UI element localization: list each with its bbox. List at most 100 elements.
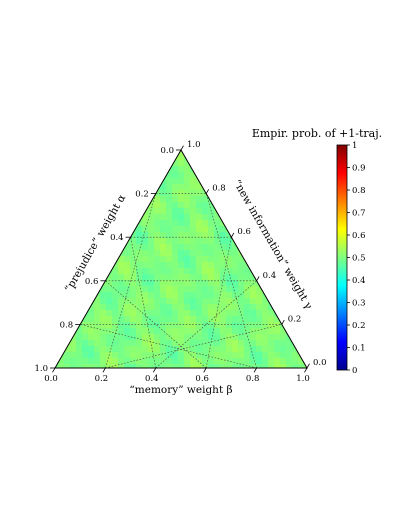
field-cell (256, 286, 263, 293)
field-cell (274, 304, 281, 311)
field-cell (184, 274, 191, 281)
field-cell (82, 286, 89, 293)
field-cell (196, 190, 203, 197)
field-cell (142, 364, 149, 368)
field-cell (124, 310, 131, 317)
field-cell (70, 202, 77, 209)
field-cell (55, 334, 59, 341)
field-cell (250, 316, 257, 323)
field-cell (184, 358, 191, 365)
field-cell (238, 358, 245, 365)
field-cell (124, 358, 131, 365)
field-cell (196, 196, 203, 203)
field-cell (172, 214, 179, 221)
field-cell (154, 256, 161, 263)
field-cell (88, 364, 95, 368)
field-cell (64, 358, 71, 365)
field-cell (262, 334, 269, 341)
field-cell (142, 166, 149, 173)
field-cell (244, 166, 251, 173)
colorbar-tick-label: 0.1 (352, 344, 366, 354)
field-cell (55, 328, 59, 335)
field-cell (55, 352, 59, 359)
field-cell (124, 304, 131, 311)
field-cell (112, 328, 119, 335)
field-cell (292, 154, 299, 161)
tick-mark (102, 367, 106, 373)
field-cell (136, 286, 143, 293)
field-cell (82, 178, 89, 185)
field-cell (196, 238, 203, 245)
field-cell (280, 364, 287, 368)
field-cell (166, 268, 173, 275)
field-cell (244, 298, 251, 305)
field-cell (94, 304, 101, 311)
field-cell (55, 172, 59, 179)
field-cell (172, 160, 179, 167)
field-cell (100, 358, 107, 365)
field-cell (280, 172, 287, 179)
field-cell (184, 244, 191, 251)
field-cell (106, 166, 113, 173)
field-cell (136, 352, 143, 359)
field-cell (208, 154, 215, 161)
field-cell (100, 196, 107, 203)
field-cell (214, 298, 221, 305)
field-cell (118, 160, 125, 167)
field-cell (70, 226, 77, 233)
field-cell (220, 304, 227, 311)
field-cell (238, 238, 245, 245)
field-cell (124, 190, 131, 197)
field-cell (88, 334, 95, 341)
field-cell (148, 250, 155, 257)
field-cell (106, 256, 113, 263)
field-cell (88, 358, 95, 365)
field-cell (160, 250, 167, 257)
field-cell (208, 364, 215, 368)
field-cell (70, 358, 77, 365)
field-cell (148, 334, 155, 341)
field-cell (208, 346, 215, 353)
field-cell (70, 352, 77, 359)
field-cell (220, 286, 227, 293)
field-cell (280, 310, 287, 317)
field-cell (82, 220, 89, 227)
field-cell (136, 304, 143, 311)
field-cell (148, 328, 155, 335)
field-cell (280, 226, 287, 233)
field-cell (100, 322, 107, 329)
field-cell (154, 322, 161, 329)
field-cell (214, 226, 221, 233)
field-cell (100, 352, 107, 359)
field-cell (100, 150, 107, 155)
field-cell (286, 292, 293, 299)
field-cell (268, 328, 275, 335)
field-cell (112, 268, 119, 275)
field-cell (88, 214, 95, 221)
field-cell (292, 160, 299, 167)
field-cell (232, 150, 239, 155)
field-cell (286, 184, 293, 191)
field-cell (160, 304, 167, 311)
field-cell (304, 316, 307, 323)
field-cell (268, 310, 275, 317)
tick-mark (281, 319, 285, 325)
field-cell (58, 208, 65, 215)
field-cell (124, 160, 131, 167)
field-cell (148, 274, 155, 281)
field-cell (280, 214, 287, 221)
beta-tick-label: 0.6 (195, 374, 209, 384)
field-cell (64, 190, 71, 197)
field-cell (58, 172, 65, 179)
field-cell (70, 160, 77, 167)
field-cell (160, 352, 167, 359)
field-cell (94, 352, 101, 359)
field-cell (178, 166, 185, 173)
field-cell (274, 178, 281, 185)
field-cell (208, 232, 215, 239)
field-cell (298, 334, 305, 341)
field-cell (58, 274, 65, 281)
field-cell (142, 238, 149, 245)
field-cell (148, 256, 155, 263)
field-cell (304, 352, 307, 359)
